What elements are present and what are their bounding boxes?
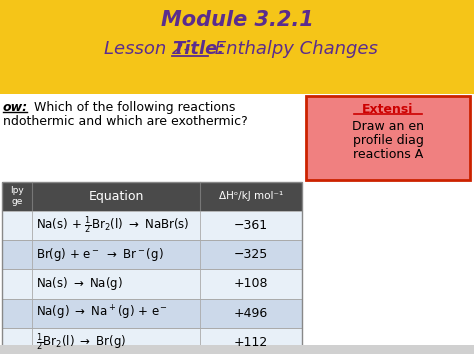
Bar — [2, 299, 302, 328]
Text: Lesson 2-: Lesson 2- — [104, 40, 190, 58]
Text: Extensi: Extensi — [362, 103, 414, 116]
Bar — [2, 240, 302, 269]
Text: Na(s) + $\frac{1}{2}$Br$_2$(l) $\rightarrow$ NaBr(s): Na(s) + $\frac{1}{2}$Br$_2$(l) $\rightar… — [36, 215, 190, 236]
Bar — [2, 328, 302, 354]
Text: Equation: Equation — [88, 190, 144, 202]
Text: Which of the following reactions: Which of the following reactions — [30, 101, 236, 114]
Bar — [0, 94, 474, 346]
Text: Module 3.2.1: Module 3.2.1 — [161, 10, 313, 29]
Text: Title:: Title: — [172, 40, 225, 58]
Text: $\frac{1}{2}$Br$_2$(l) $\rightarrow$ Br(g): $\frac{1}{2}$Br$_2$(l) $\rightarrow$ Br(… — [36, 332, 126, 353]
FancyBboxPatch shape — [306, 96, 470, 179]
Text: +496: +496 — [234, 307, 268, 320]
Text: profile diag: profile diag — [353, 134, 423, 147]
Text: ndothermic and which are exothermic?: ndothermic and which are exothermic? — [3, 115, 248, 129]
Text: ow:: ow: — [3, 101, 28, 114]
Text: Draw an en: Draw an en — [352, 120, 424, 133]
Text: reactions A: reactions A — [353, 148, 423, 161]
Text: lpy
ge: lpy ge — [10, 187, 24, 206]
Text: Na(g) $\rightarrow$ Na$^+$(g) + e$^-$: Na(g) $\rightarrow$ Na$^+$(g) + e$^-$ — [36, 304, 168, 322]
Bar — [0, 0, 474, 94]
Bar — [2, 211, 302, 240]
Bar — [2, 269, 302, 299]
Text: Na(s) $\rightarrow$ Na(g): Na(s) $\rightarrow$ Na(g) — [36, 275, 123, 292]
Text: Br(g) + e$^-$ $\rightarrow$ Br$^-$(g): Br(g) + e$^-$ $\rightarrow$ Br$^-$(g) — [36, 246, 164, 263]
Text: −361: −361 — [234, 219, 268, 232]
Text: Enthalpy Changes: Enthalpy Changes — [209, 40, 378, 58]
Text: ΔHᵒ/kJ mol⁻¹: ΔHᵒ/kJ mol⁻¹ — [219, 191, 283, 201]
Text: −325: −325 — [234, 248, 268, 261]
Text: +108: +108 — [234, 278, 268, 291]
Text: +112: +112 — [234, 336, 268, 349]
Bar — [2, 182, 302, 211]
Bar — [2, 182, 302, 354]
